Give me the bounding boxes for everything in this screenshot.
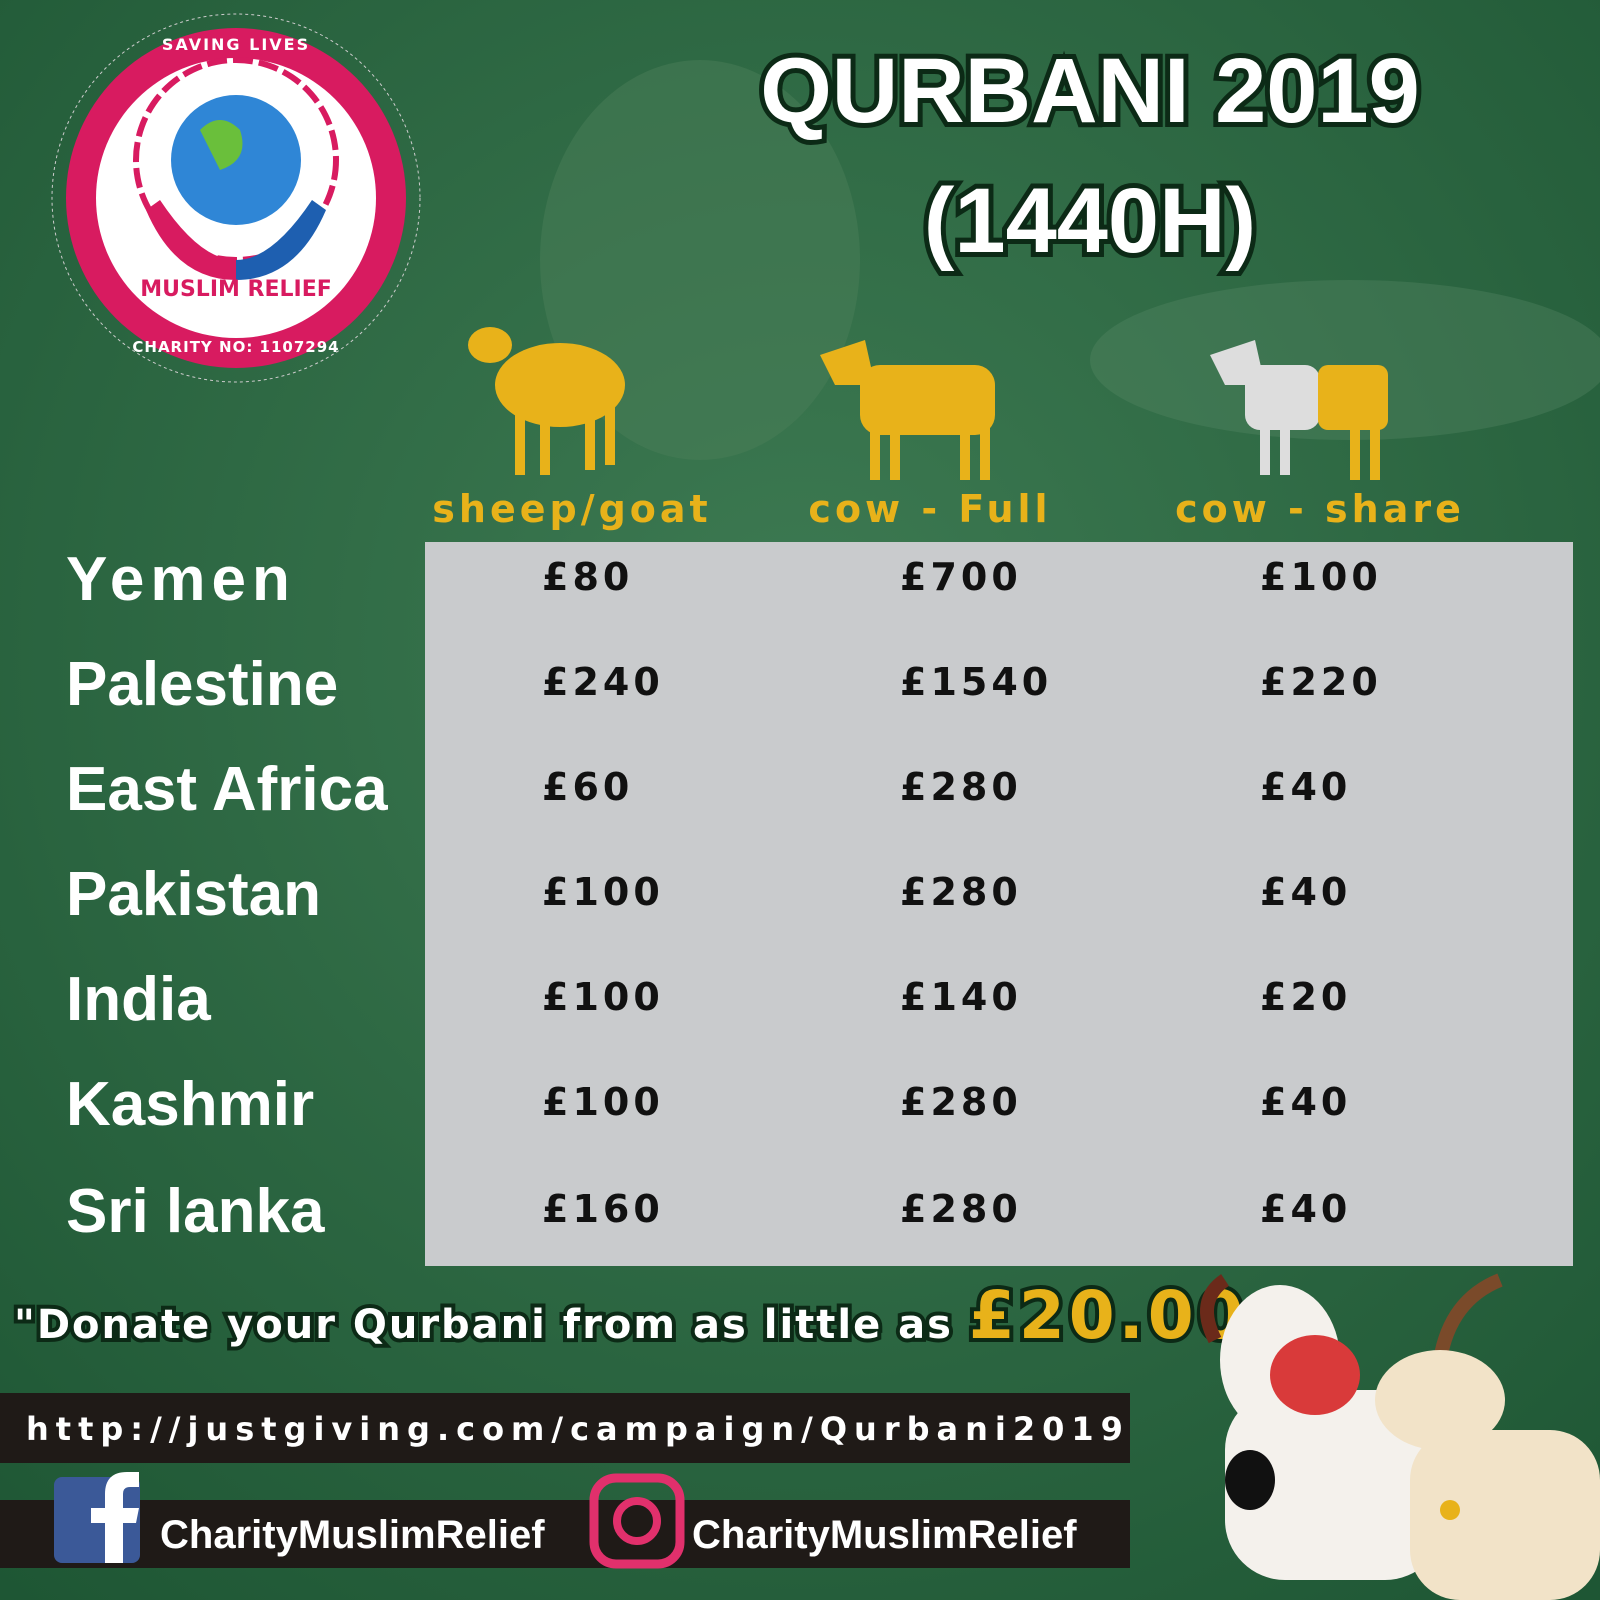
table-content: sheep/goat cow - Full cow - share Yemen £80 £…: [66, 487, 1465, 1246]
price-cell: £100: [1260, 555, 1382, 599]
price-cell: £220: [1260, 660, 1382, 704]
price-cell: £40: [1260, 1080, 1351, 1124]
price-cell: £280: [900, 1187, 1022, 1231]
country-label: East Africa: [66, 755, 388, 824]
price-cell: £1540: [900, 660, 1052, 704]
title: QURBANI 2019: [760, 40, 1420, 142]
social-bar: [0, 1500, 1130, 1568]
cartoon-goat: [1375, 1273, 1600, 1600]
price-cell: £40: [1260, 870, 1351, 914]
donate-url[interactable]: http://justgiving.com/campaign/Qurbani20…: [26, 1410, 1130, 1448]
column-header: cow - Full: [808, 487, 1051, 531]
logo-name: MUSLIM RELIEF: [140, 277, 332, 302]
logo-charity-no: CHARITY NO: 1107294: [132, 338, 339, 356]
price-table: [425, 542, 1573, 1266]
donate-text: "Donate your Qurbani from as little as £…: [14, 1277, 1248, 1354]
logo: MUSLIM RELIEF SAVING LIVES CHARITY NO: 1…: [51, 13, 421, 383]
price-cell: £140: [900, 975, 1022, 1019]
price-cell: £700: [900, 555, 1022, 599]
price-cell: £100: [542, 1080, 664, 1124]
price-cell: £40: [1260, 765, 1351, 809]
country-label: India: [66, 965, 211, 1034]
country-label: Yemen: [66, 545, 296, 614]
price-cell: £280: [900, 870, 1022, 914]
instagram-icon: [589, 1473, 685, 1569]
price-cell: £80: [542, 555, 633, 599]
donate-message: "Donate your Qurbani from as little as: [14, 1302, 953, 1348]
price-cell: £280: [900, 765, 1022, 809]
column-header: cow - share: [1175, 487, 1465, 531]
sheep-icon: [468, 327, 625, 475]
country-label: Sri lanka: [66, 1177, 325, 1246]
instagram-lens: [613, 1497, 661, 1545]
country-label: Pakistan: [66, 860, 321, 929]
price-cell: £100: [542, 870, 664, 914]
price-cell: £20: [1260, 975, 1351, 1019]
price-cell: £100: [542, 975, 664, 1019]
country-label: Palestine: [66, 650, 338, 719]
price-cell: £40: [1260, 1187, 1351, 1231]
cartoon-cow: [1200, 1274, 1445, 1580]
bg-sheep: [540, 60, 860, 460]
price-cell: £60: [542, 765, 633, 809]
facebook-handle[interactable]: CharityMuslimRelief: [160, 1513, 545, 1557]
instagram-handle[interactable]: CharityMuslimRelief: [692, 1513, 1077, 1557]
cow-full-icon: [820, 340, 995, 480]
facebook-logo: [91, 1472, 139, 1563]
subtitle: (1440H): [924, 170, 1256, 272]
cow-share-icon: [1210, 340, 1388, 480]
country-label: Kashmir: [66, 1070, 314, 1139]
price-cell: £160: [542, 1187, 664, 1231]
price-cell: £280: [900, 1080, 1022, 1124]
bg-sheep: [1090, 280, 1600, 440]
donate-amount: £20.00: [969, 1277, 1248, 1354]
url-bar: [0, 1393, 1130, 1463]
logo-tagline: SAVING LIVES: [162, 35, 310, 54]
price-cell: £240: [542, 660, 664, 704]
column-header: sheep/goat: [432, 487, 711, 531]
